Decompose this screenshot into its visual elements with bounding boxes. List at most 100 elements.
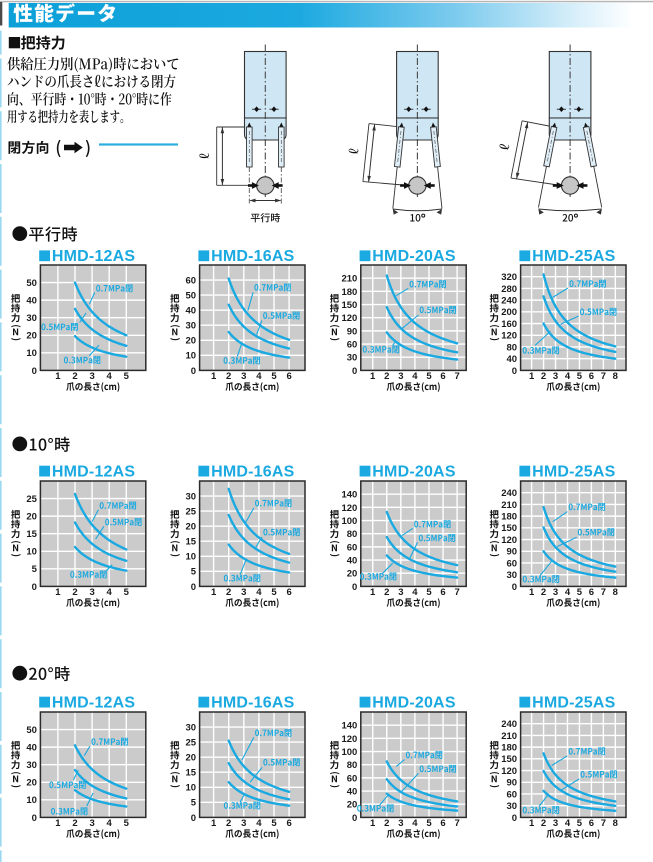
svg-text:50: 50 (26, 725, 37, 736)
svg-text:90: 90 (507, 778, 518, 789)
svg-text:6: 6 (286, 818, 291, 829)
svg-text:HMD-16AS: HMD-16AS (211, 463, 295, 480)
svg-text:HMD-25AS: HMD-25AS (532, 248, 616, 265)
svg-text:40: 40 (347, 555, 358, 566)
svg-text:60: 60 (347, 339, 358, 350)
svg-text:20: 20 (186, 522, 197, 533)
svg-text:7: 7 (454, 371, 459, 382)
svg-text:150: 150 (501, 523, 517, 534)
svg-text:HMD-12AS: HMD-12AS (52, 463, 136, 480)
svg-text:2: 2 (384, 818, 389, 829)
svg-text:1: 1 (370, 587, 376, 598)
svg-text:30: 30 (186, 722, 197, 733)
svg-text:10: 10 (26, 348, 37, 359)
svg-text:0: 0 (32, 366, 37, 377)
svg-text:HMD-12AS: HMD-12AS (52, 694, 136, 711)
svg-text:4: 4 (256, 371, 262, 382)
svg-text:90: 90 (507, 547, 518, 558)
svg-text:6: 6 (440, 818, 445, 829)
svg-text:3: 3 (398, 818, 403, 829)
svg-text:60: 60 (347, 542, 358, 553)
svg-text:5: 5 (577, 371, 583, 382)
svg-text:3: 3 (553, 371, 558, 382)
svg-text:20: 20 (26, 331, 37, 342)
svg-text:100: 100 (341, 516, 357, 527)
svg-text:5: 5 (191, 567, 197, 578)
svg-text:0: 0 (191, 582, 196, 593)
svg-text:3: 3 (553, 587, 558, 598)
svg-text:10: 10 (186, 552, 197, 563)
svg-text:60: 60 (507, 789, 518, 800)
svg-text:6: 6 (286, 371, 291, 382)
svg-text:2: 2 (541, 371, 546, 382)
svg-text:0: 0 (352, 813, 357, 824)
svg-text:2: 2 (72, 587, 77, 598)
svg-text:20: 20 (186, 336, 197, 347)
svg-text:0: 0 (512, 366, 517, 377)
svg-text:100: 100 (341, 747, 357, 758)
svg-text:1: 1 (211, 818, 217, 829)
svg-text:7: 7 (601, 587, 606, 598)
svg-text:4: 4 (565, 371, 571, 382)
svg-text:210: 210 (501, 731, 517, 742)
svg-text:HMD-12AS: HMD-12AS (52, 248, 136, 265)
svg-text:1: 1 (370, 371, 376, 382)
svg-text:15: 15 (26, 529, 37, 540)
svg-text:50: 50 (186, 291, 197, 302)
svg-text:3: 3 (241, 587, 246, 598)
svg-text:5: 5 (426, 371, 432, 382)
svg-text:240: 240 (501, 296, 517, 307)
svg-text:0: 0 (32, 582, 37, 593)
svg-text:3: 3 (89, 587, 94, 598)
svg-text:30: 30 (507, 801, 518, 812)
svg-text:HMD-20AS: HMD-20AS (372, 694, 456, 711)
svg-text:7: 7 (601, 371, 606, 382)
svg-text:6: 6 (440, 587, 445, 598)
svg-text:120: 120 (341, 313, 357, 324)
svg-text:15: 15 (186, 537, 197, 548)
svg-text:200: 200 (501, 307, 517, 318)
svg-text:120: 120 (501, 535, 517, 546)
svg-text:180: 180 (501, 512, 517, 523)
svg-text:1: 1 (55, 818, 61, 829)
svg-text:20: 20 (347, 569, 358, 580)
svg-text:4: 4 (412, 587, 418, 598)
svg-text:25: 25 (186, 738, 197, 749)
svg-text:2: 2 (541, 587, 546, 598)
svg-text:180: 180 (501, 743, 517, 754)
svg-text:HMD-20AS: HMD-20AS (372, 248, 456, 265)
svg-text:4: 4 (412, 371, 418, 382)
svg-text:320: 320 (501, 272, 517, 283)
svg-text:30: 30 (26, 313, 37, 324)
svg-text:90: 90 (347, 326, 358, 337)
svg-text:HMD-25AS: HMD-25AS (532, 694, 616, 711)
svg-text:6: 6 (440, 371, 445, 382)
svg-text:5: 5 (271, 818, 277, 829)
svg-text:2: 2 (72, 371, 77, 382)
svg-text:4: 4 (412, 818, 418, 829)
svg-text:40: 40 (186, 306, 197, 317)
svg-text:3: 3 (89, 818, 94, 829)
svg-text:5: 5 (577, 818, 583, 829)
svg-text:120: 120 (501, 766, 517, 777)
svg-text:0: 0 (32, 813, 37, 824)
svg-text:8: 8 (613, 587, 618, 598)
svg-text:1: 1 (529, 818, 535, 829)
svg-text:1: 1 (529, 371, 535, 382)
svg-text:60: 60 (347, 773, 358, 784)
svg-text:50: 50 (26, 278, 37, 289)
svg-text:140: 140 (341, 490, 357, 501)
svg-text:25: 25 (186, 507, 197, 518)
svg-text:150: 150 (341, 300, 357, 311)
svg-text:2: 2 (226, 818, 231, 829)
svg-text:HMD-20AS: HMD-20AS (372, 463, 456, 480)
svg-text:0: 0 (352, 582, 357, 593)
svg-text:2: 2 (226, 371, 231, 382)
svg-text:120: 120 (341, 503, 357, 514)
svg-text:5: 5 (271, 371, 277, 382)
svg-text:4: 4 (565, 587, 571, 598)
svg-text:1: 1 (55, 587, 61, 598)
svg-text:5: 5 (124, 371, 130, 382)
svg-text:2: 2 (226, 587, 231, 598)
svg-text:4: 4 (256, 587, 262, 598)
